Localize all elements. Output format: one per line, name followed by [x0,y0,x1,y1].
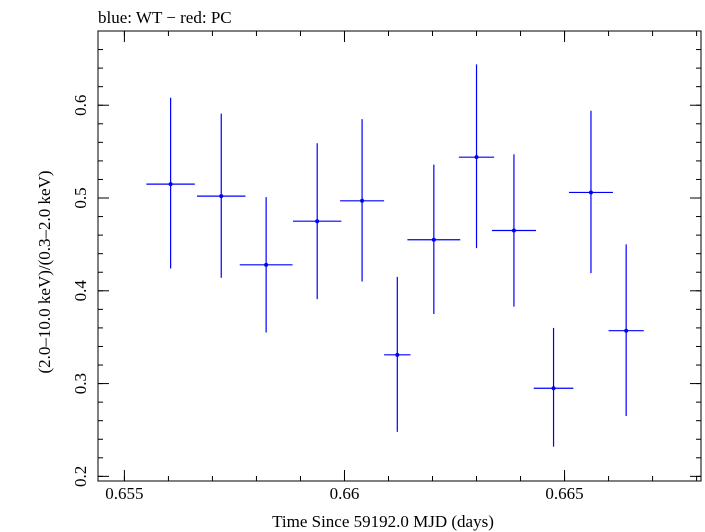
plot-frame [97,30,702,482]
y-tick-label: 0.6 [71,95,90,116]
data-point [197,113,246,278]
point-marker [551,386,556,391]
y-axis-label: (2.0–10.0 keV)/(0.3–2.0 keV) [35,170,54,373]
point-marker [264,262,269,267]
data-points [146,64,644,447]
x-tick-label: 0.655 [105,484,143,503]
y-tick-label: 0.5 [71,187,90,208]
data-point [458,64,495,249]
y-tick-label: 0.2 [71,466,90,487]
data-point [292,143,342,300]
point-marker [315,219,320,224]
point-marker [474,155,479,160]
data-point [384,276,411,432]
data-point [407,164,461,314]
data-point [533,327,574,447]
data-point [608,244,644,417]
point-marker [511,228,516,233]
y-tick-label: 0.3 [71,373,90,394]
point-marker [168,182,173,187]
data-point [491,154,536,307]
point-marker [395,352,400,357]
point-marker [219,194,224,199]
data-point [239,197,293,333]
x-tick-label: 0.665 [545,484,583,503]
y-tick-label: 0.4 [71,280,90,302]
data-point [568,110,613,274]
data-point [146,97,195,269]
axis-ticks [98,30,701,481]
point-marker [431,237,436,242]
axis-tick-labels: 0.655 0.66 0.665 0.2 0.3 0.4 0.5 0.6 [71,95,584,503]
point-marker [360,198,365,203]
x-tick-label: 0.66 [330,484,360,503]
point-marker [588,190,593,195]
chart-title: blue: WT − red: PC [98,8,232,27]
point-marker [624,328,629,333]
data-point [340,119,385,282]
x-axis-label: Time Since 59192.0 MJD (days) [272,512,494,531]
